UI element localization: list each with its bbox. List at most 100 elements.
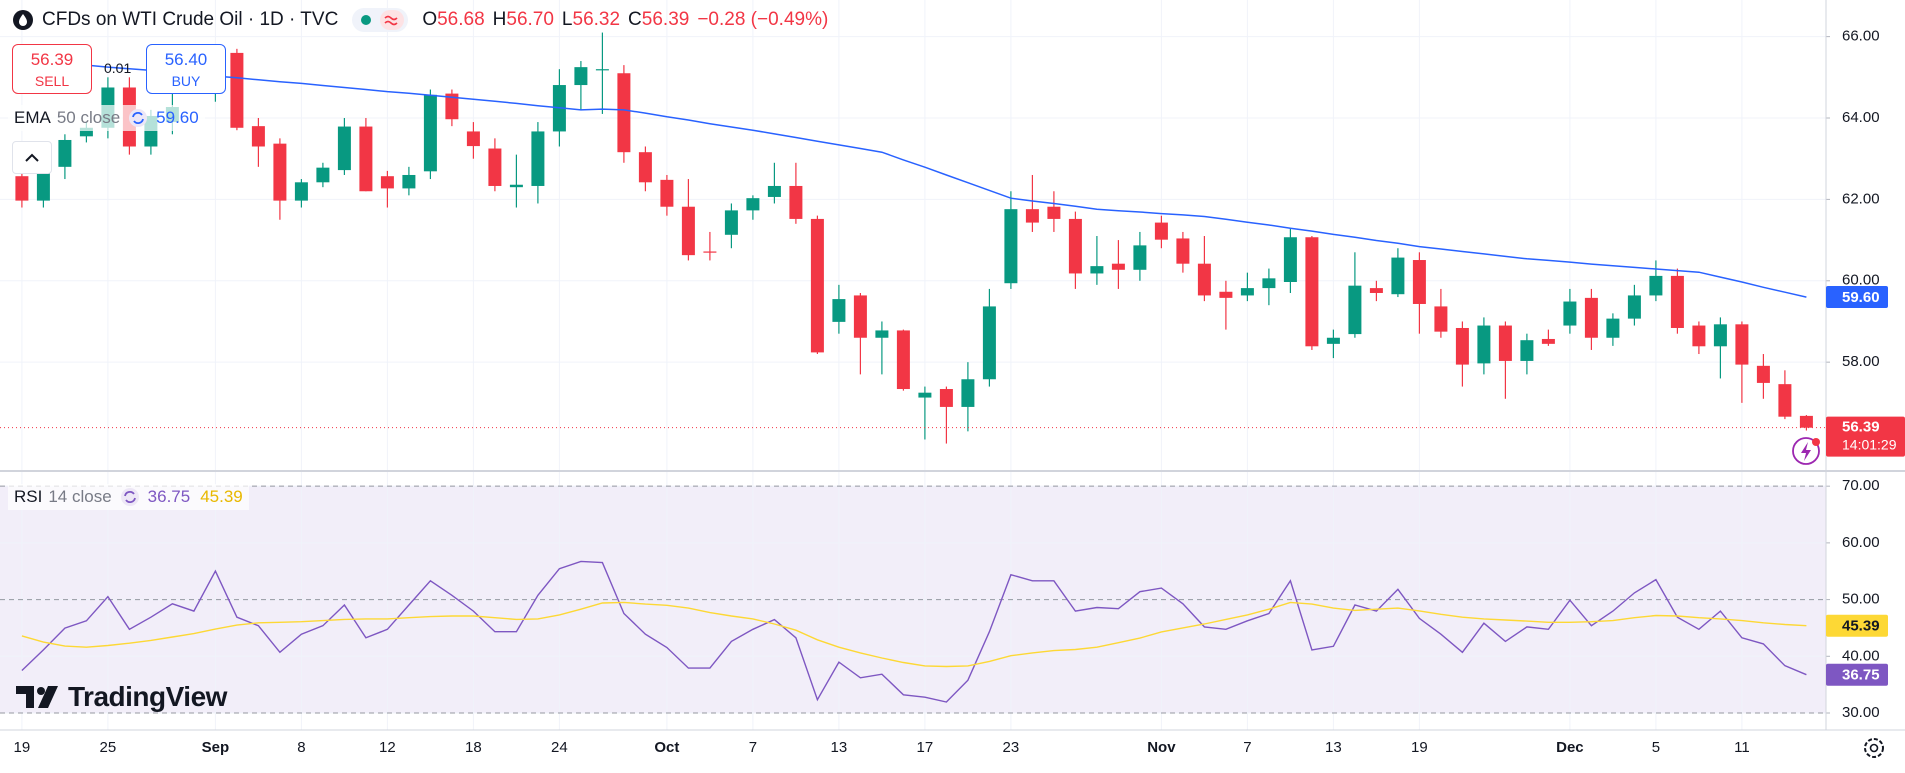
candle-body xyxy=(660,179,674,207)
candle-body xyxy=(1025,209,1039,223)
candle-body xyxy=(1154,222,1168,240)
ema-legend[interactable]: EMA 50 close 59.60 xyxy=(8,105,205,131)
rsi-params: 14 close xyxy=(48,487,112,506)
candle-body xyxy=(15,176,29,201)
candle-body xyxy=(1348,285,1362,335)
ema-icon[interactable] xyxy=(128,108,148,128)
candle-body xyxy=(746,198,760,211)
x-tick-label: 23 xyxy=(1003,739,1020,756)
candle-body xyxy=(1520,340,1534,361)
candle-body xyxy=(1434,306,1448,332)
candle-body xyxy=(294,182,308,201)
y-tick-label: 58.00 xyxy=(1842,353,1880,370)
candle-body xyxy=(724,210,738,235)
ohlc-item: H56.70 xyxy=(493,9,554,30)
x-tick-label: 18 xyxy=(465,739,482,756)
rsi-tag-text: 36.75 xyxy=(1842,667,1880,684)
y-tick-label: 50.00 xyxy=(1842,591,1880,608)
candle-body xyxy=(1197,263,1211,296)
ema-price-tag xyxy=(1826,286,1888,309)
x-tick-label: 24 xyxy=(551,739,568,756)
candle-body xyxy=(230,52,244,128)
y-tick-label: 40.00 xyxy=(1842,647,1880,664)
candle-body xyxy=(359,126,373,192)
candle-body xyxy=(1649,275,1663,296)
settings-icon[interactable] xyxy=(1864,738,1884,758)
candle-body xyxy=(638,152,652,183)
ohlc-item: O56.68 xyxy=(422,9,484,30)
gear-inner xyxy=(1869,743,1879,753)
candle-body xyxy=(1176,238,1190,264)
candle-body xyxy=(1713,324,1727,347)
buy-button[interactable]: 56.40 BUY xyxy=(146,44,226,94)
ema-value: 59.60 xyxy=(156,108,199,127)
rsi-line xyxy=(21,601,1807,668)
candle-body xyxy=(703,251,717,253)
candle-body xyxy=(1391,257,1405,295)
rsi-legend[interactable]: RSI 14 close 36.75 45.39 xyxy=(8,484,249,510)
candle-body xyxy=(1111,263,1125,270)
ema-name: EMA xyxy=(14,108,51,127)
change: −0.28 (−0.49%) xyxy=(697,9,829,30)
candle-body xyxy=(1541,338,1555,344)
sell-button[interactable]: 56.39 SELL xyxy=(12,44,92,94)
candle-body xyxy=(402,174,416,189)
candle-body xyxy=(1283,237,1297,282)
candle-body xyxy=(1412,260,1426,304)
candle-body xyxy=(1498,325,1512,361)
x-tick-label: 19 xyxy=(14,739,31,756)
candle-body xyxy=(1606,318,1620,338)
rsi-tag xyxy=(1826,663,1888,686)
candle-body xyxy=(423,94,437,172)
ohlc-value: 56.68 xyxy=(437,9,485,30)
collapse-button[interactable] xyxy=(12,141,52,174)
candle-body xyxy=(832,299,846,322)
rsi-name: RSI xyxy=(14,487,43,506)
candle-body xyxy=(36,170,50,201)
candle-body xyxy=(1756,365,1770,383)
y-tick-label: 70.00 xyxy=(1842,477,1880,494)
candle-body xyxy=(1799,415,1813,428)
x-tick-label: 13 xyxy=(831,739,848,756)
logo[interactable]: TradingView xyxy=(16,680,227,714)
y-tick-label: 64.00 xyxy=(1842,109,1880,126)
ema-params: 50 close xyxy=(56,108,121,127)
ohlc-value: 56.32 xyxy=(572,9,621,30)
y-tick-label: 60.00 xyxy=(1842,534,1880,551)
rsi-line xyxy=(21,560,1807,703)
candle-body xyxy=(896,330,910,390)
x-tick-label: 19 xyxy=(1411,739,1428,756)
x-tick-label: Nov xyxy=(1147,739,1176,756)
x-tick-label: 17 xyxy=(917,739,934,756)
candle-body xyxy=(982,306,996,380)
x-tick-label: Sep xyxy=(202,739,230,756)
symbol-title[interactable]: CFDs on WTI Crude Oil · 1D · TVC xyxy=(42,9,339,30)
x-tick-label: 12 xyxy=(379,739,396,756)
rsi-icon[interactable] xyxy=(120,487,140,507)
candle-body xyxy=(617,73,631,153)
rsi-ma-value: 45.39 xyxy=(200,487,243,506)
candle-body xyxy=(1735,324,1749,365)
symbol-header: CFDs on WTI Crude Oil · 1D · TVC O56.68 H… xyxy=(12,6,836,34)
alert-icon[interactable] xyxy=(1792,437,1820,465)
spread: 0.01 xyxy=(104,60,132,76)
candle-body xyxy=(1477,325,1491,364)
ema-price-tag-text: 59.60 xyxy=(1842,289,1880,306)
x-tick-label: Oct xyxy=(654,739,679,756)
ohlc-values: O56.68 H56.70 L56.32 C56.39 xyxy=(422,9,697,31)
status-pill[interactable] xyxy=(352,8,409,32)
x-tick-label: 25 xyxy=(100,739,117,756)
candle-body xyxy=(1584,297,1598,338)
gear-outer xyxy=(1864,738,1884,758)
candle-body xyxy=(1068,218,1082,274)
candle-body xyxy=(1090,266,1104,274)
alert-dot xyxy=(1812,438,1820,446)
candle-body xyxy=(681,206,695,256)
last-price-tag xyxy=(1826,416,1905,457)
ohlc-value: 56.39 xyxy=(641,9,690,30)
y-tick-label: 60.00 xyxy=(1842,272,1880,289)
x-tick-label: 5 xyxy=(1652,739,1660,756)
sell-price: 56.39 xyxy=(30,50,74,69)
candle-body xyxy=(445,93,459,120)
y-tick-label: 62.00 xyxy=(1842,190,1880,207)
